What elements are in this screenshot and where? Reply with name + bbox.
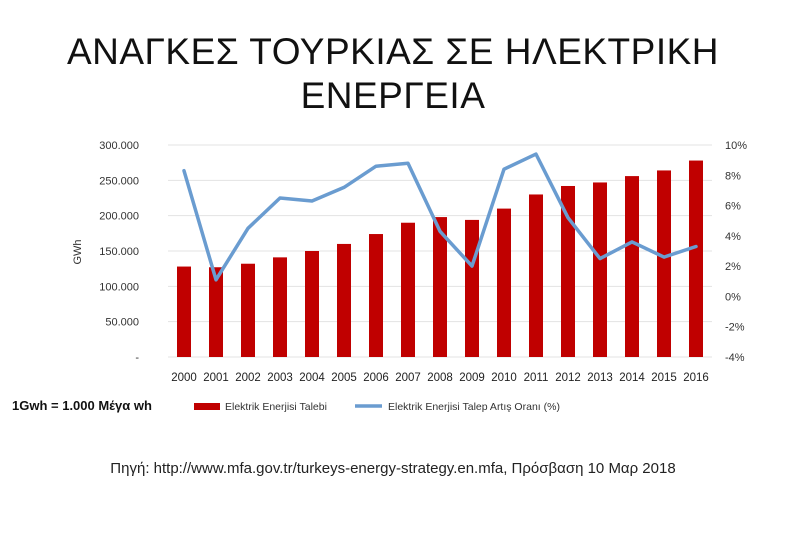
bar (689, 160, 703, 357)
x-tick-label: 2011 (524, 372, 549, 384)
x-tick-label: 2002 (235, 372, 261, 384)
x-tick-label: 2012 (555, 372, 581, 384)
bar (657, 170, 671, 357)
bar (369, 234, 383, 357)
y2-tick-label: 6% (725, 201, 741, 213)
left-axis-tick-labels: 300.000 250.000 200.000 150.000 100.000 50.00… (99, 140, 139, 364)
x-tick-label: 2013 (587, 372, 613, 384)
right-axis-tick-labels: 10% 8% 6% 4% 2% 0% -2% -4% (725, 140, 747, 364)
legend-label-line: Elektrik Enerjisi Talep Artış Oranı (%) (388, 401, 560, 413)
y-tick-label: 300.000 (99, 140, 139, 152)
bar (209, 267, 223, 357)
x-tick-label: 2003 (267, 372, 293, 384)
x-axis-tick-labels: 2000 2001 2002 2003 2004 2005 2006 2007 2008 2009… (171, 372, 709, 384)
y2-tick-label: 10% (725, 140, 747, 152)
x-tick-label: 2008 (427, 372, 453, 384)
y-axis-label: GWh (72, 239, 84, 264)
slide-title: ΑΝΑΓΚΕΣ ΤΟΥΡΚΙΑΣ ΣΕ ΗΛΕΚΤΡΙΚΗ ΕΝΕΡΓΕΙΑ (0, 30, 786, 118)
bar (593, 182, 607, 357)
y-tick-label: 250.000 (99, 175, 139, 187)
source-citation: Πηγή: http://www.mfa.gov.tr/turkeys-ener… (110, 460, 676, 477)
bar (305, 251, 319, 357)
y2-tick-label: -2% (725, 322, 745, 334)
y2-tick-label: 4% (725, 231, 741, 243)
x-tick-label: 2014 (619, 372, 645, 384)
y2-tick-label: 0% (725, 291, 741, 303)
y-tick-label: 50.000 (105, 317, 139, 329)
legend-swatch-bar (194, 403, 220, 410)
legend-label-bar: Elektrik Enerjisi Talebi (225, 401, 327, 413)
x-tick-label: 2001 (203, 372, 229, 384)
energy-demand-chart: 300.000 250.000 200.000 150.000 100.000 50.00… (72, 140, 747, 413)
bar-series (177, 160, 703, 357)
y2-tick-label: -4% (725, 352, 745, 364)
bar (401, 222, 415, 357)
y2-tick-label: 8% (725, 170, 741, 182)
legend: Elektrik Enerjisi Talebi Elektrik Enerji… (194, 401, 560, 413)
bar (273, 257, 287, 357)
y-tick-label: - (135, 352, 139, 364)
x-tick-label: 2004 (299, 372, 325, 384)
x-tick-label: 2006 (363, 372, 389, 384)
x-tick-label: 2000 (171, 372, 197, 384)
slide-title-line-1: ΑΝΑΓΚΕΣ ΤΟΥΡΚΙΑΣ ΣΕ ΗΛΕΚΤΡΙΚΗ (66, 31, 720, 72)
bar (465, 219, 479, 357)
y-tick-label: 150.000 (99, 246, 139, 258)
y-tick-label: 100.000 (99, 281, 139, 293)
x-tick-label: 2016 (683, 372, 709, 384)
bar (497, 208, 511, 357)
slide-title-line-2: ΕΝΕΡΓΕΙΑ (300, 75, 486, 116)
y-tick-label: 200.000 (99, 211, 139, 223)
unit-note: 1Gwh = 1.000 Μέγα wh (12, 398, 152, 413)
x-tick-label: 2009 (459, 372, 485, 384)
x-tick-label: 2005 (331, 372, 357, 384)
bar (241, 263, 255, 357)
series-line (182, 152, 698, 282)
line-series (182, 152, 698, 282)
x-tick-label: 2007 (395, 372, 421, 384)
x-tick-label: 2010 (491, 372, 517, 384)
bar (529, 194, 543, 357)
bar (561, 185, 575, 357)
bar (177, 266, 191, 357)
y2-tick-label: 2% (725, 261, 741, 273)
bar (433, 217, 447, 357)
x-tick-label: 2015 (651, 372, 677, 384)
bar (337, 243, 351, 357)
bar (625, 176, 639, 357)
